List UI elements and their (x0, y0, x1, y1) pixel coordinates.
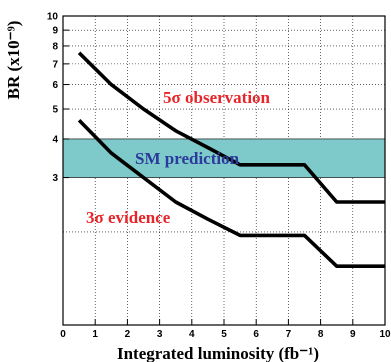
y-tick-label: 6 (52, 80, 58, 91)
x-tick-label: 6 (253, 329, 259, 340)
curve-3sigma-evidence (77, 118, 385, 269)
5sigma-observation-label: 5σ observation (163, 88, 271, 107)
x-tick-label: 10 (379, 329, 391, 340)
y-tick-label: 4 (52, 134, 58, 145)
curves (77, 51, 385, 269)
x-tick-label: 9 (350, 329, 356, 340)
x-tick-label: 3 (157, 329, 163, 340)
sm-prediction-label: SM prediction (135, 149, 240, 168)
curve-5sigma-observation (77, 51, 385, 204)
3sigma-evidence-label: 3σ evidence (86, 208, 171, 227)
x-tick-label: 7 (286, 329, 292, 340)
x-tick-label: 8 (318, 329, 324, 340)
x-tick-label: 4 (189, 329, 195, 340)
x-tick-label: 0 (60, 329, 66, 340)
x-tick-label: 2 (125, 329, 131, 340)
tick-labels: 0 1 2 3 4 5 6 7 8 9 10 3 4 5 6 7 8 9 10 (47, 12, 391, 341)
y-tick-label: 7 (52, 59, 58, 70)
y-tick-label: 3 (52, 173, 58, 184)
y-tick-label: 10 (47, 12, 59, 23)
y-tick-label: 5 (52, 105, 58, 116)
y-tick-label: 9 (52, 26, 58, 37)
x-tick-label: 5 (221, 329, 227, 340)
y-axis-title: BR (x10⁻⁹) (4, 21, 23, 100)
y-tick-label: 8 (52, 41, 58, 52)
x-tick-label: 1 (92, 329, 98, 340)
x-axis-title: Integrated luminosity (fb⁻¹) (117, 344, 319, 362)
